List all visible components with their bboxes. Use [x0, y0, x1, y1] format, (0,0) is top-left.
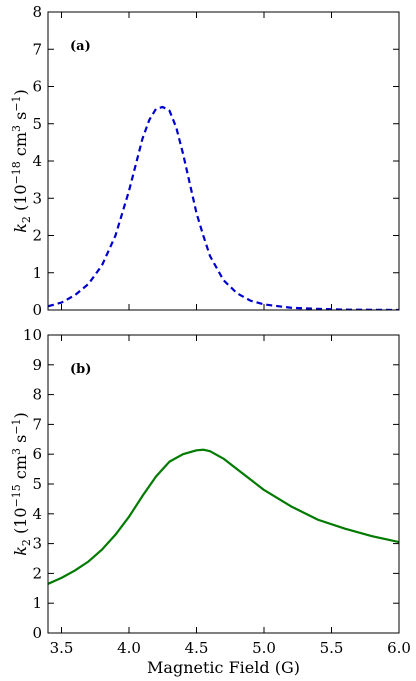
- y-tick-label: 6: [32, 78, 42, 96]
- y-axis-label-part: −15: [10, 484, 23, 507]
- y-tick-label: 4: [32, 152, 42, 170]
- x-tick-label: 4.0: [117, 639, 141, 657]
- y-tick-label: 10: [23, 326, 42, 344]
- y-tick-label: 7: [32, 40, 42, 58]
- y-tick-label: 2: [32, 227, 42, 245]
- y-tick-label: 6: [32, 445, 42, 463]
- y-axis-label-part: k: [11, 223, 30, 233]
- y-axis-label-part: −1: [10, 418, 23, 434]
- y-axis-label-part: 2: [20, 216, 33, 223]
- y-tick-label: 4: [32, 505, 42, 523]
- y-axis-label-part: s: [11, 435, 30, 448]
- series-line: [48, 105, 399, 310]
- y-tick-label: 1: [32, 594, 42, 612]
- y-tick-label: 7: [32, 415, 42, 433]
- y-axis-label-part: 2: [20, 539, 33, 546]
- y-axis-label-part: −18: [10, 161, 23, 184]
- x-tick-label: 5.0: [252, 639, 276, 657]
- y-axis-label-part: (10: [11, 507, 30, 539]
- plot-frame: [47, 334, 400, 634]
- y-tick-label: 1: [32, 264, 42, 282]
- y-axis-label-part: 3: [10, 448, 23, 455]
- y-tick-label: 8: [32, 3, 42, 21]
- x-tick-label: 5.5: [320, 639, 344, 657]
- panel-label: (a): [70, 39, 91, 54]
- y-axis-label-part: −1: [10, 95, 23, 111]
- y-axis-label-part: s: [11, 112, 30, 125]
- y-axis-label-part: 3: [10, 125, 23, 132]
- y-tick-label: 5: [32, 475, 42, 493]
- y-tick-label: 0: [32, 301, 42, 319]
- y-tick-label: 5: [32, 115, 42, 133]
- y-tick-label: 3: [32, 535, 42, 553]
- y-axis-label-part: ): [11, 89, 30, 95]
- y-tick-label: 3: [32, 189, 42, 207]
- y-axis-label-part: (10: [11, 184, 30, 216]
- y-tick-label: 8: [32, 386, 42, 404]
- y-tick-label: 9: [32, 356, 42, 374]
- y-axis-label-part: ): [11, 412, 30, 418]
- x-tick-label: 4.5: [185, 639, 209, 657]
- y-tick-label: 0: [32, 624, 42, 642]
- y-tick-label: 2: [32, 564, 42, 582]
- y-axis-label: k2 (10−15 cm3 s−1): [10, 412, 33, 556]
- panel-label: (b): [70, 362, 91, 377]
- x-tick-label: 6.0: [387, 639, 411, 657]
- series-line: [48, 448, 399, 585]
- y-axis-label-part: cm: [11, 132, 30, 161]
- y-axis-label-part: k: [11, 546, 30, 556]
- y-axis-label: k2 (10−18 cm3 s−1): [10, 89, 33, 233]
- y-axis-label-part: cm: [11, 455, 30, 484]
- x-tick-label: 3.5: [50, 639, 74, 657]
- x-axis-label: Magnetic Field (G): [147, 658, 300, 677]
- plot-frame: [47, 11, 400, 311]
